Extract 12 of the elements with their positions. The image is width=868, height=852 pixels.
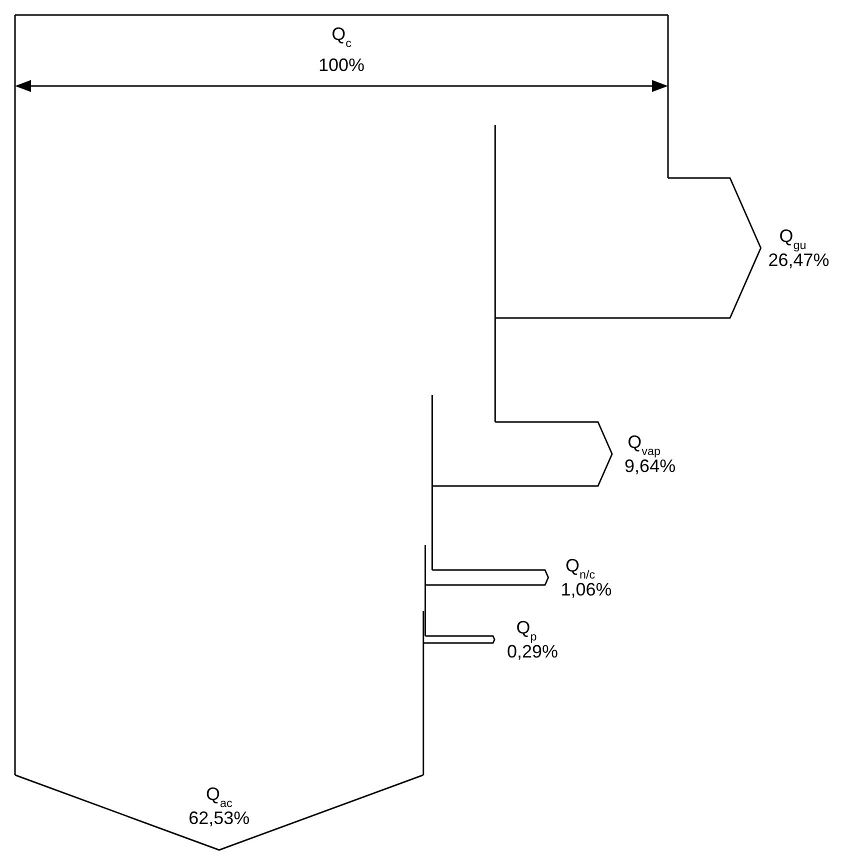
category-label: Q$_{gu}$ <box>779 226 806 252</box>
category-label: Q$_{n/c}$ <box>565 556 596 581</box>
data-label: 9,64% <box>624 456 676 476</box>
category-label: Q$_{vap}$ <box>628 432 661 458</box>
data-label: 1,06% <box>560 580 612 600</box>
data-label: 62,53% <box>188 808 250 828</box>
category-label: Q$_{p}$ <box>516 618 538 643</box>
data-label: 26,47% <box>768 250 830 270</box>
category-label: Q$_{ac}$ <box>206 784 232 810</box>
category-label: Q$_{c}$ <box>332 24 352 50</box>
data-label: 100% <box>318 55 365 75</box>
data-label: 0,29% <box>507 642 558 662</box>
